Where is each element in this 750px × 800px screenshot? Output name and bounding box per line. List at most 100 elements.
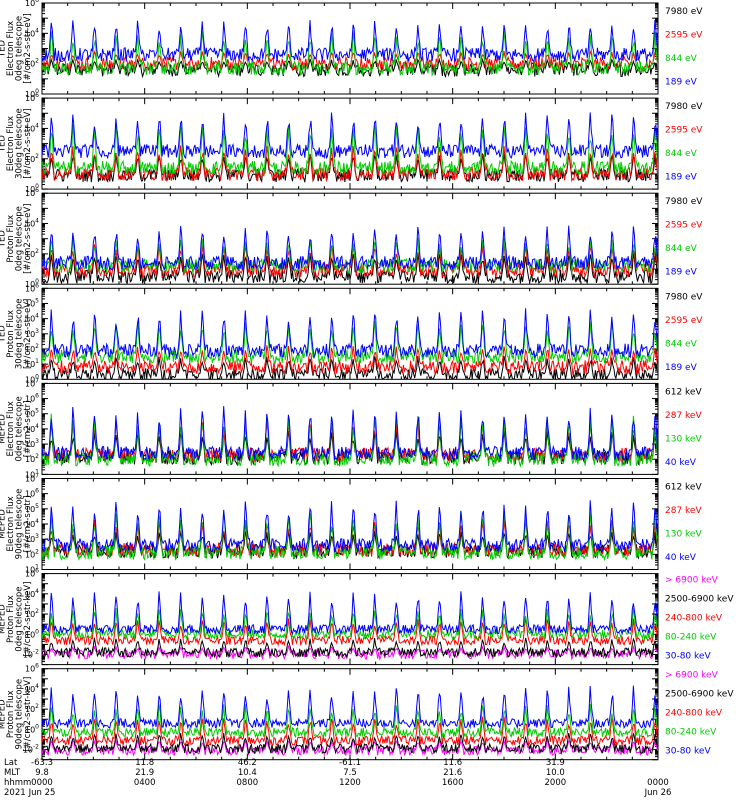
series-trace bbox=[42, 355, 658, 380]
series-trace bbox=[42, 703, 658, 739]
series-trace bbox=[42, 308, 658, 359]
panel-4: 100 101 102 103 104 105 106 TEDProton Flux30deg… bbox=[0, 282, 703, 384]
y-tick-label: 101 bbox=[25, 358, 39, 369]
legend-entry: 2595 eV bbox=[665, 316, 703, 326]
panel-2: 100 102 104 106 TEDElectron Flux30deg telesc… bbox=[0, 92, 703, 194]
legend-entry: 130 keV bbox=[665, 434, 702, 444]
y-tick-label: 100 bbox=[25, 723, 39, 734]
y-axis-title: MEPEDElectron Flux0deg telescope[#/cm2-s… bbox=[0, 396, 33, 461]
x-tick-label: Jun 25 bbox=[28, 788, 56, 798]
y-tick-label: 10-2 bbox=[23, 648, 39, 659]
x-row-label: Lat bbox=[4, 758, 18, 768]
panel-5: 101 102 103 104 105 106 107 MEPEDElectron Flux0… bbox=[0, 377, 702, 479]
legend-entry: 844 eV bbox=[665, 244, 698, 254]
legend-entry: 7980 eV bbox=[665, 102, 703, 112]
legend-entry: 287 keV bbox=[665, 411, 702, 421]
legend-entry: 2500-6900 keV bbox=[665, 595, 734, 605]
panel-8: 10-2 100 102 104 106 MEPEDProton Flux90deg te… bbox=[0, 663, 734, 761]
x-row-label: MLT bbox=[4, 768, 21, 778]
x-tick-label: 0800 bbox=[237, 778, 259, 788]
series-trace bbox=[42, 591, 658, 636]
y-tick-label: 102 bbox=[25, 548, 39, 559]
series-trace bbox=[42, 112, 658, 160]
y-tick-label: 102 bbox=[25, 703, 39, 714]
y-tick-label: 107 bbox=[25, 377, 39, 388]
x-tick-label: 9.8 bbox=[35, 768, 49, 778]
legend-entry: 40 keV bbox=[665, 553, 697, 563]
y-tick-label: 102 bbox=[25, 453, 39, 464]
panel-6: 101 102 103 104 105 106 107 MEPEDElectron Flux9… bbox=[0, 473, 702, 575]
legend-entry: 2500-6900 keV bbox=[665, 690, 734, 700]
y-axis-title: MEPEDProton Flux0deg telescope[#/cm2-s-s… bbox=[0, 582, 33, 657]
y-tick-label: 104 bbox=[25, 122, 39, 133]
y-tick-label: 104 bbox=[25, 683, 39, 694]
series-trace bbox=[42, 345, 658, 376]
legend-entry: 844 eV bbox=[665, 149, 698, 159]
y-tick-label: 104 bbox=[25, 27, 39, 38]
y-tick-label: 106 bbox=[25, 663, 39, 674]
legend-entry: 80-240 keV bbox=[665, 728, 717, 738]
legend-entry: 80-240 keV bbox=[665, 633, 717, 643]
y-tick-label: 104 bbox=[25, 518, 39, 529]
x-tick-label: 21.6 bbox=[443, 768, 462, 778]
y-tick-label: 102 bbox=[25, 248, 39, 259]
x-row-label: 2021 bbox=[4, 788, 26, 798]
x-tick-label: Jun 26 bbox=[644, 788, 672, 798]
series-trace bbox=[42, 510, 658, 562]
legend-entry: 7980 eV bbox=[665, 197, 703, 207]
panel-7: 10-2 100 102 104 106 MEPEDProton Flux0deg tel… bbox=[0, 568, 734, 666]
y-tick-label: 106 bbox=[25, 282, 39, 293]
x-tick-label: 0400 bbox=[134, 778, 156, 788]
y-tick-label: 100 bbox=[25, 88, 39, 99]
y-tick-label: 100 bbox=[25, 183, 39, 194]
series-trace bbox=[42, 519, 658, 558]
y-tick-label: 104 bbox=[25, 313, 39, 324]
series-trace bbox=[42, 608, 658, 641]
series-trace bbox=[42, 732, 658, 755]
y-tick-label: 101 bbox=[25, 468, 39, 479]
series-trace bbox=[42, 20, 658, 63]
x-tick-label: 31.9 bbox=[546, 758, 565, 768]
y-axis-title: MEPEDElectron Flux90deg telescope[#/cm2-… bbox=[0, 489, 33, 560]
series-trace bbox=[42, 500, 658, 554]
panel-3: 100 102 104 106 TEDProton Flux0deg telescope… bbox=[0, 187, 703, 289]
x-tick-label: 0000 bbox=[31, 778, 53, 788]
x-tick-label: -63.3 bbox=[31, 758, 53, 768]
y-axis-title: TEDElectron Flux30deg telescope[#/cm2-s-… bbox=[0, 108, 33, 179]
y-axis-title: TEDElectron Flux0deg telescope[#/cm2-s-s… bbox=[0, 13, 33, 83]
legend-entry: 7980 eV bbox=[665, 7, 703, 17]
y-tick-label: 106 bbox=[25, 187, 39, 198]
legend-entry: 240-800 keV bbox=[665, 709, 723, 719]
series-trace bbox=[42, 637, 658, 659]
series-trace bbox=[42, 716, 658, 747]
legend-entry: 189 eV bbox=[665, 363, 698, 373]
y-tick-label: 107 bbox=[25, 473, 39, 484]
legend-entry: 287 keV bbox=[665, 506, 702, 516]
legend-entry: > 6900 keV bbox=[665, 671, 719, 681]
panel-1: 100 102 104 106 TEDElectron Flux0deg telesco… bbox=[0, 0, 703, 99]
y-tick-label: 100 bbox=[25, 628, 39, 639]
y-tick-label: 102 bbox=[25, 343, 39, 354]
series-trace bbox=[42, 145, 658, 183]
y-tick-label: 103 bbox=[25, 533, 39, 544]
y-tick-label: 105 bbox=[25, 297, 39, 308]
x-tick-label: -61.1 bbox=[339, 758, 361, 768]
legend-entry: 189 eV bbox=[665, 78, 698, 88]
legend-entry: 2595 eV bbox=[665, 31, 703, 41]
y-tick-label: 100 bbox=[25, 373, 39, 384]
x-tick-label: 1600 bbox=[442, 778, 464, 788]
legend-entry: > 6900 keV bbox=[665, 576, 719, 586]
series-trace bbox=[42, 30, 658, 77]
x-tick-label: 46.2 bbox=[238, 758, 257, 768]
y-tick-label: 103 bbox=[25, 328, 39, 339]
y-tick-label: 105 bbox=[25, 408, 39, 419]
x-tick-label: 11.8 bbox=[135, 758, 154, 768]
panel-frame bbox=[41, 287, 659, 380]
series-trace bbox=[42, 420, 658, 463]
legend-entry: 844 eV bbox=[665, 339, 698, 349]
y-tick-label: 103 bbox=[25, 438, 39, 449]
legend-entry: 2595 eV bbox=[665, 126, 703, 136]
legend-entry: 30-80 keV bbox=[665, 652, 711, 662]
